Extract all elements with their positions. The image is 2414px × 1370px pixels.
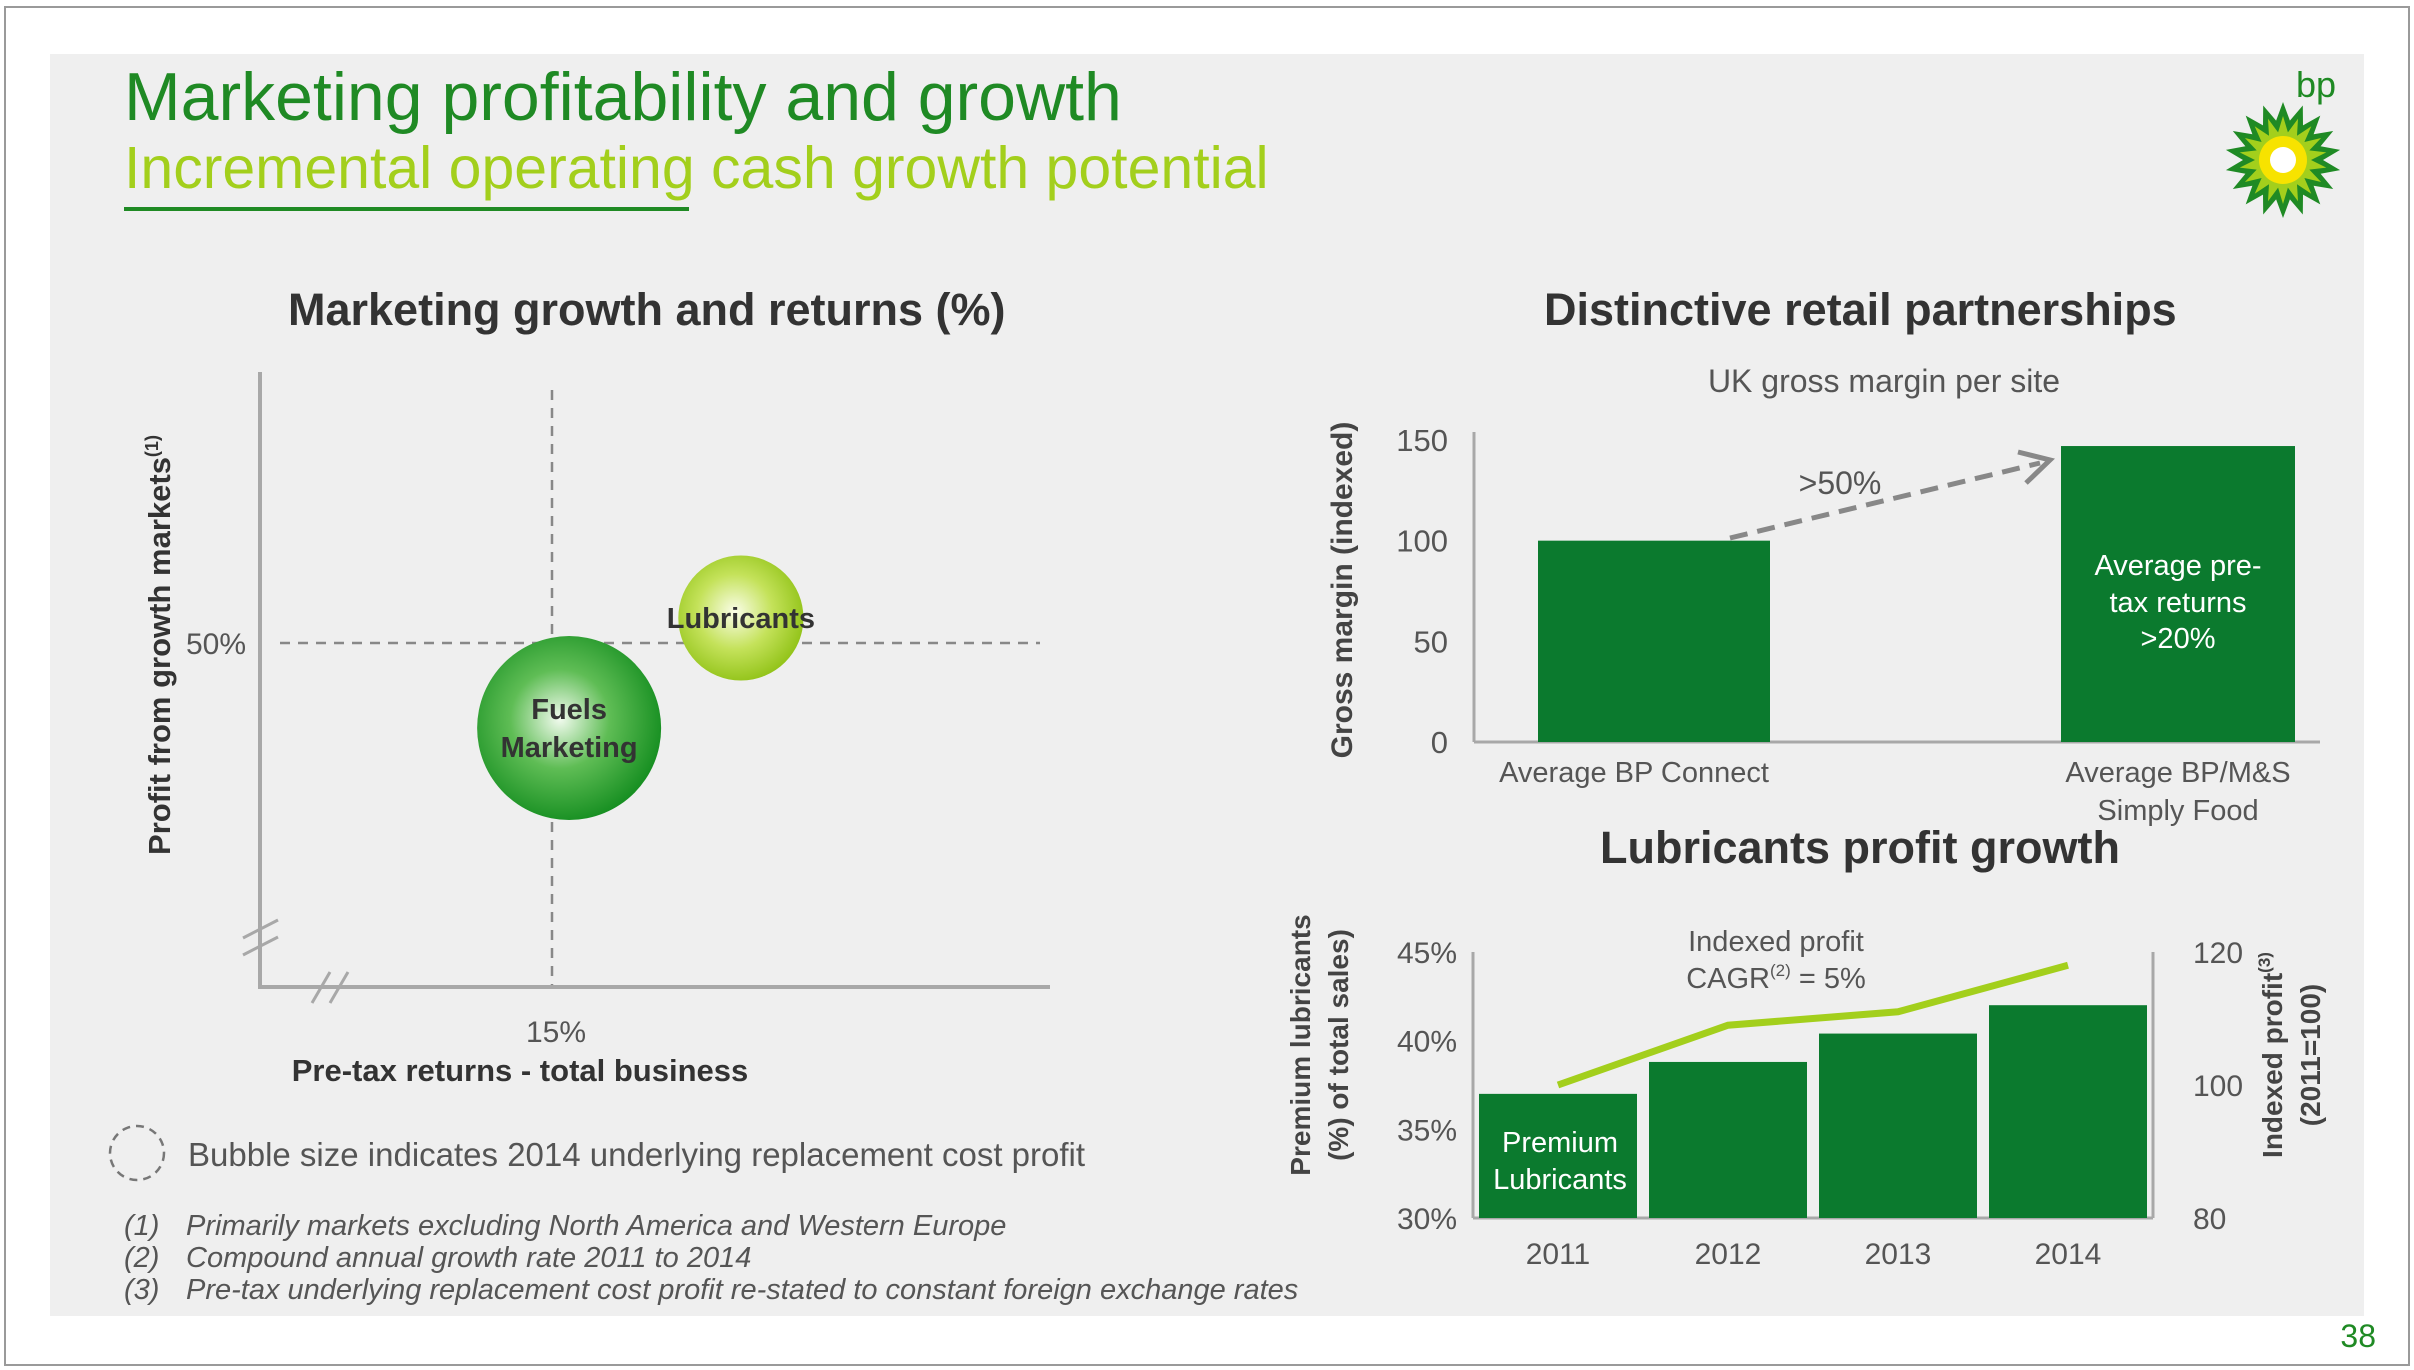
bp-logo: bp <box>2225 64 2341 218</box>
helios-icon <box>2225 102 2341 218</box>
lub-left-tick-label: 35% <box>1397 1114 1457 1147</box>
bubble-lubricants <box>678 555 804 681</box>
retail-category-label: Simply Food <box>2097 795 2258 827</box>
footnote-2: (2) Compound annual growth rate 2011 to 2… <box>124 1242 1298 1274</box>
lub-category-labels: 2011 2012 2013 2014 <box>1526 1238 2102 1270</box>
title-underline <box>124 207 689 211</box>
retail-category-label: Average BP/M&S <box>2065 757 2290 789</box>
page-number: 38 <box>2340 1318 2376 1354</box>
lub-category-label: 2014 <box>2035 1238 2102 1270</box>
lub-line-annotation-line2: CAGR(2) = 5% <box>1686 961 1866 995</box>
lub-left-axis-label-line2: (%) of total sales) <box>1323 929 1354 1161</box>
footnote-number: (3) <box>124 1274 160 1306</box>
lub-right-axis-label-line1: Indexed profit(3) <box>2255 952 2288 1158</box>
bubble-chart-title: Marketing growth and returns (%) <box>288 284 1006 335</box>
bubble-x-ref-label: 15% <box>526 1016 586 1049</box>
retail-bar <box>2061 446 2295 742</box>
bubble-group: Fuels Marketing Lubricants <box>477 555 815 821</box>
retail-y-ticks: 0 50 100 150 <box>1396 423 1448 760</box>
lub-cagr-label: CAGR <box>1686 963 1770 995</box>
footnote-3: (3) Pre-tax underlying replacement cost p… <box>124 1274 1298 1306</box>
bubble-size-legend-text: Bubble size indicates 2014 underlying re… <box>188 1136 1085 1173</box>
footnote-number: (1) <box>124 1210 160 1242</box>
retail-bar-label-line3: >20% <box>2141 623 2216 655</box>
retail-arrow-label: >50% <box>1799 465 1882 501</box>
footnote-1: (1) Primarily markets excluding North Ame… <box>124 1210 1298 1242</box>
footnote-text: Pre-tax underlying replacement cost prof… <box>186 1274 1299 1306</box>
y-axis-break-mark <box>242 918 279 940</box>
bubble-label: Marketing <box>501 732 638 764</box>
lub-indexed-profit-line <box>1556 961 2069 1089</box>
bubble-fuels-marketing <box>477 636 662 821</box>
retail-arrow-head <box>2017 449 2055 485</box>
lub-right-tick-label: 100 <box>2193 1070 2243 1103</box>
lub-right-tick-label: 120 <box>2193 937 2243 970</box>
retail-y-tick-label: 100 <box>1396 524 1448 559</box>
footnote-text: Primarily markets excluding North Americ… <box>186 1210 1007 1242</box>
lub-cagr-value: = 5% <box>1791 963 1866 995</box>
bubble-y-axis-label-text: Profit from growth markets <box>142 457 177 855</box>
lub-bar <box>1819 1033 1977 1218</box>
bubble-y-axis-superscript: (1) <box>142 435 162 457</box>
footnotes: (1) Primarily markets excluding North Ame… <box>124 1210 1298 1306</box>
lub-category-label: 2011 <box>1526 1238 1591 1270</box>
bubble-x-axis-label: Pre-tax returns - total business <box>292 1053 749 1088</box>
retail-y-tick-label: 50 <box>1414 624 1448 659</box>
lub-bar-label-line1: Premium <box>1502 1127 1618 1159</box>
x-axis-break-mark <box>310 971 332 1004</box>
bubble-label: Lubricants <box>667 603 815 635</box>
lub-right-axis-superscript: (3) <box>2255 952 2274 973</box>
lub-bar-label-line2: Lubricants <box>1493 1164 1627 1196</box>
bubble-label: Fuels <box>531 694 607 726</box>
x-axis-break-mark <box>328 971 350 1004</box>
bubble-y-axis-label: Profit from growth markets(1) <box>142 435 177 855</box>
bubble-y-ref-label: 50% <box>186 628 246 661</box>
helios-core <box>2270 147 2296 173</box>
retail-bar <box>1538 540 1770 742</box>
retail-growth-arrow <box>1729 460 2041 541</box>
lub-bar <box>1989 1005 2147 1218</box>
lub-bars <box>1479 1005 2147 1218</box>
lub-bar <box>1649 1061 1807 1218</box>
retail-bar-chart: UK gross margin per site Gross margin (i… <box>1326 363 2320 827</box>
retail-y-tick-label: 0 <box>1431 725 1448 760</box>
lub-left-tick-label: 40% <box>1397 1026 1457 1059</box>
bp-logo-text: bp <box>2296 64 2336 105</box>
bubble-chart: 50% 15% Pre-tax returns - total business… <box>108 372 1085 1182</box>
retail-chart-title: Distinctive retail partnerships <box>1544 284 2177 335</box>
retail-category-labels: Average BP Connect Average BP/M&S Simply F… <box>1499 757 2290 827</box>
retail-bar-label-line1: Average pre- <box>2094 550 2261 582</box>
lub-right-ticks: 80 100 120 <box>2193 937 2243 1236</box>
bubble-size-legend-icon <box>108 1124 166 1182</box>
lub-right-axis-label-line2: (2011=100) <box>2295 984 2326 1126</box>
retail-bars <box>1538 446 2295 742</box>
y-axis-break-mark <box>242 935 279 957</box>
lubricants-chart-title: Lubricants profit growth <box>1600 822 2120 873</box>
lub-category-label: 2013 <box>1865 1238 1932 1270</box>
lub-category-label: 2012 <box>1695 1238 1762 1270</box>
lub-right-axis-label-text: Indexed profit <box>2257 973 2288 1158</box>
lub-left-tick-label: 45% <box>1397 937 1457 970</box>
slide-subtitle: Incremental operating cash growth potent… <box>124 135 1269 201</box>
lub-line-annotation-line1: Indexed profit <box>1688 926 1864 958</box>
lub-left-axis-label-line1: Premium lubricants <box>1285 914 1316 1175</box>
retail-y-tick-label: 150 <box>1396 423 1448 458</box>
lub-cagr-superscript: (2) <box>1770 961 1791 980</box>
retail-y-axis-label: Gross margin (indexed) <box>1326 422 1359 759</box>
lub-bar <box>1479 1093 1637 1218</box>
footnote-text: Compound annual growth rate 2011 to 2014 <box>186 1242 752 1274</box>
retail-chart-subtitle: UK gross margin per site <box>1708 363 2060 399</box>
slide-panel <box>50 54 2364 1316</box>
footnote-number: (2) <box>124 1242 160 1274</box>
retail-category-label: Average BP Connect <box>1499 757 1769 789</box>
slide-title: Marketing profitability and growth <box>124 59 1122 135</box>
retail-bar-label-line2: tax returns <box>2110 587 2247 619</box>
lub-left-ticks: 30% 35% 40% 45% <box>1397 937 1457 1236</box>
lub-right-tick-label: 80 <box>2193 1203 2226 1236</box>
lubricants-combo-chart: Premium lubricants (%) of total sales) I… <box>1285 914 2326 1270</box>
lub-left-tick-label: 30% <box>1397 1203 1457 1236</box>
